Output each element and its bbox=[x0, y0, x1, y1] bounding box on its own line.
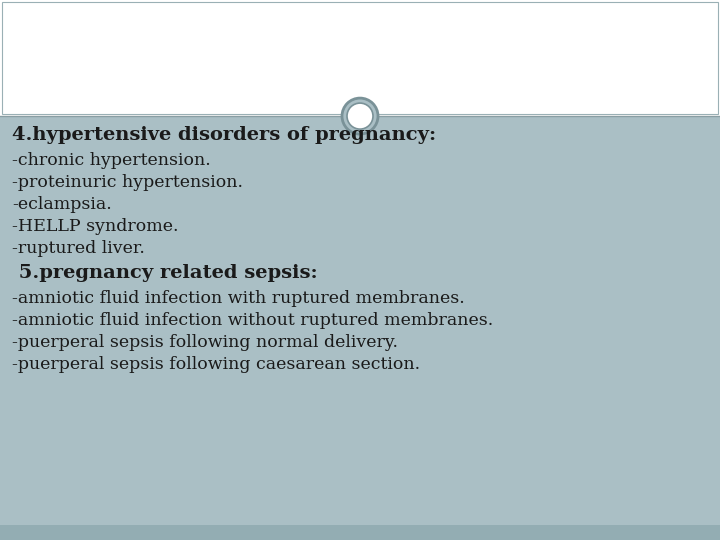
Text: -puerperal sepsis following normal delivery.: -puerperal sepsis following normal deliv… bbox=[12, 334, 398, 351]
Text: 4.hypertensive disorders of pregnancy:: 4.hypertensive disorders of pregnancy: bbox=[12, 126, 436, 144]
Circle shape bbox=[347, 103, 373, 129]
Text: -amniotic fluid infection with ruptured membranes.: -amniotic fluid infection with ruptured … bbox=[12, 290, 464, 307]
Text: 5.pregnancy related sepsis:: 5.pregnancy related sepsis: bbox=[12, 264, 318, 282]
Text: -HELLP syndrome.: -HELLP syndrome. bbox=[12, 218, 179, 235]
Bar bbox=[0, 116, 720, 540]
Bar bbox=[0, 0, 720, 116]
Text: -proteinuric hypertension.: -proteinuric hypertension. bbox=[12, 174, 243, 191]
Text: -chronic hypertension.: -chronic hypertension. bbox=[12, 152, 211, 169]
Bar bbox=[0, 525, 720, 540]
Text: -ruptured liver.: -ruptured liver. bbox=[12, 240, 145, 257]
Text: -amniotic fluid infection without ruptured membranes.: -amniotic fluid infection without ruptur… bbox=[12, 312, 493, 329]
Bar bbox=[2, 2, 718, 114]
Text: -eclampsia.: -eclampsia. bbox=[12, 196, 112, 213]
Circle shape bbox=[342, 98, 378, 134]
Text: -puerperal sepsis following caesarean section.: -puerperal sepsis following caesarean se… bbox=[12, 356, 420, 373]
